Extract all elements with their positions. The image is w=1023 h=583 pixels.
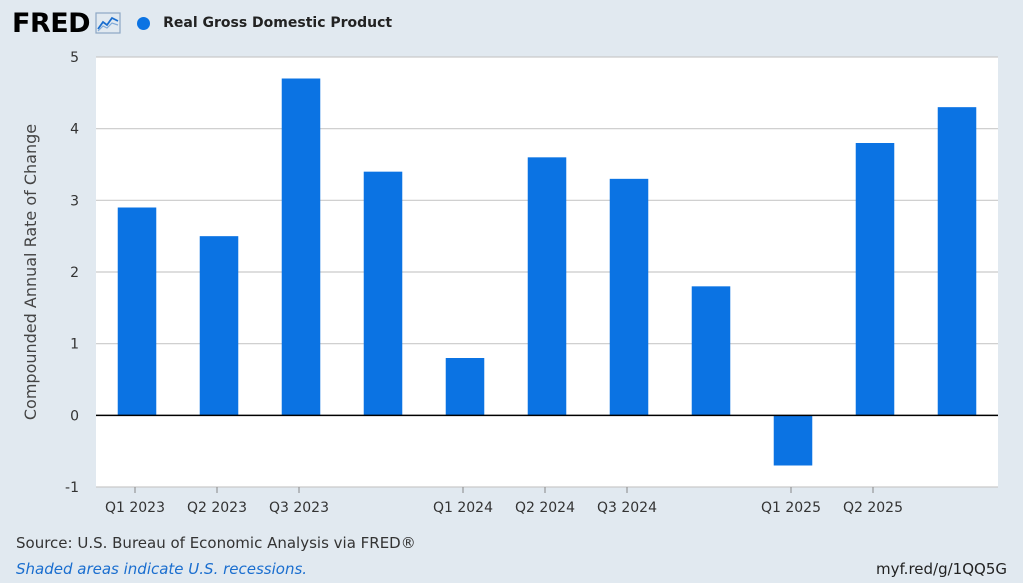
chart-header: FRED Real Gross Domestic Product (12, 6, 392, 40)
y-axis-label: Compounded Annual Rate of Change (21, 124, 40, 420)
x-tick-label: Q3 2024 (597, 500, 657, 516)
legend-swatch (137, 16, 151, 30)
x-tick-label: Q2 2025 (843, 500, 903, 516)
line-chart-icon (95, 12, 121, 34)
bar (609, 178, 649, 416)
x-tick-label: Q1 2024 (433, 500, 493, 516)
x-tick-label: Q1 2025 (761, 500, 821, 516)
bar (855, 143, 895, 416)
y-tick-label: 3 (70, 193, 79, 209)
legend-label: Real Gross Domestic Product (163, 15, 393, 31)
fred-logo[interactable]: FRED (12, 7, 91, 39)
short-link[interactable]: myf.red/g/1QQ5G (876, 560, 1007, 578)
bar (445, 358, 485, 416)
legend[interactable]: Real Gross Domestic Product (137, 15, 392, 31)
y-tick-label: 1 (70, 337, 79, 353)
x-tick-label: Q3 2023 (269, 500, 329, 516)
bar (773, 415, 813, 466)
bar (527, 157, 567, 416)
recession-note: Shaded areas indicate U.S. recessions. (16, 560, 308, 578)
bar (363, 171, 403, 416)
x-tick-label: Q2 2023 (187, 500, 247, 516)
y-tick-label: 5 (70, 50, 79, 66)
y-tick-label: 2 (70, 265, 79, 281)
source-text: Source: U.S. Bureau of Economic Analysis… (16, 534, 416, 552)
x-tick-label: Q1 2023 (105, 500, 165, 516)
y-tick-label: -1 (65, 480, 79, 496)
y-tick-label: 0 (70, 408, 79, 424)
y-tick-label: 4 (70, 122, 79, 138)
bar (199, 236, 239, 416)
bar (281, 78, 321, 416)
x-tick-label: Q2 2024 (515, 500, 575, 516)
bar (117, 207, 157, 416)
bar (937, 107, 977, 416)
bar-chart: -1 0 1 2 3 4 5 Q1 2023 Q2 2023 Q3 2023 Q1 2024 Q2 2… (21, 50, 998, 516)
bar (691, 286, 731, 416)
